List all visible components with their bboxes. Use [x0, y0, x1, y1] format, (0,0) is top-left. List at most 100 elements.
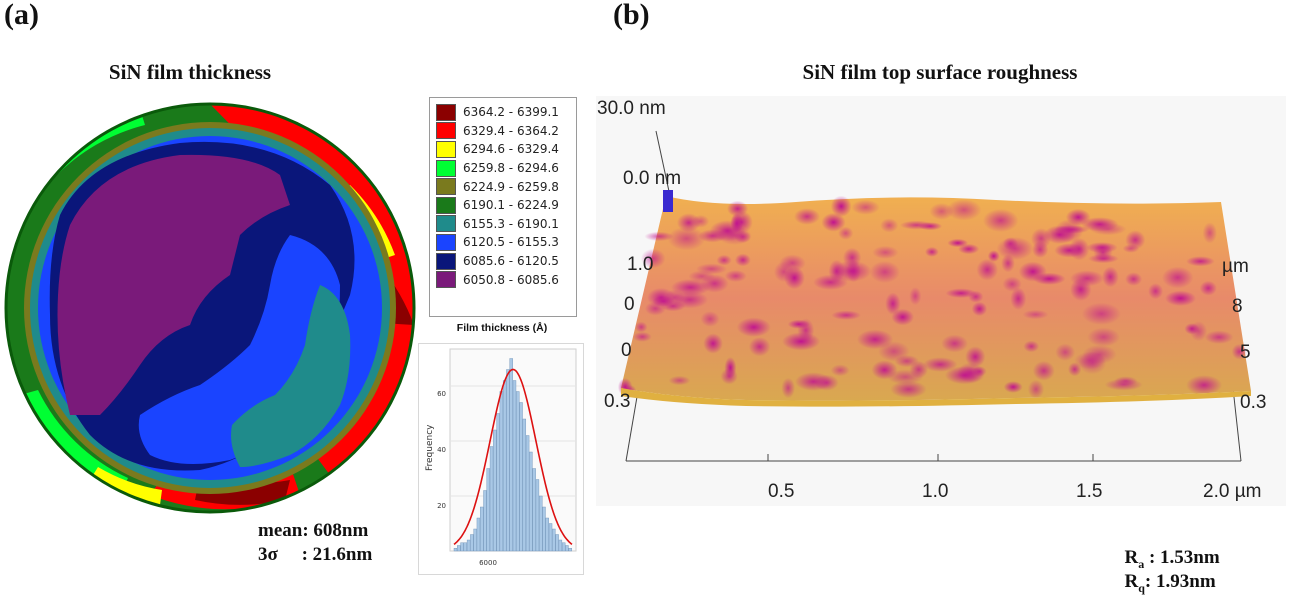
surface-peak — [987, 250, 1000, 262]
surface-peak — [695, 263, 728, 275]
surface-peak — [1003, 381, 1023, 393]
surface-peak — [671, 279, 711, 296]
histogram-bar — [525, 435, 530, 552]
surface-peak — [1231, 343, 1247, 360]
surface-peak — [716, 254, 732, 266]
histogram-bar — [506, 369, 510, 552]
thickness-map-title: SiN film thickness — [108, 60, 272, 84]
panel-b-label: (b) — [613, 0, 650, 31]
surface-peak — [1018, 261, 1047, 282]
left-tick-4: 0.3 — [604, 391, 631, 412]
thickness-3sigma: 3σ : 21.6nm — [258, 544, 373, 565]
surface-peak — [1082, 344, 1117, 364]
surface-peak — [957, 362, 984, 383]
surface-peak — [982, 208, 1019, 233]
legend-item: 6364.2 - 6399.1 — [430, 103, 576, 122]
surface-peak — [1002, 237, 1019, 251]
surface-peak — [634, 321, 648, 333]
surface-peak — [703, 333, 723, 354]
surface-peak — [717, 226, 752, 246]
surface-peak — [1031, 228, 1052, 249]
legend-swatch — [436, 252, 456, 270]
surface-peak — [779, 254, 806, 272]
rq-prefix: R — [1124, 571, 1139, 592]
histogram-bar — [548, 523, 553, 552]
wafer-thickness-map — [4, 102, 416, 514]
surface-peak — [644, 231, 674, 242]
histogram-bar — [473, 528, 477, 552]
surface-peak — [1125, 272, 1143, 286]
histogram-bar — [522, 418, 527, 552]
surface-peak — [727, 200, 749, 217]
surface-peak — [1081, 302, 1121, 325]
surface-peak — [781, 377, 795, 399]
surface-peak — [748, 337, 771, 357]
histogram-ylabel: Frequency — [425, 424, 435, 471]
legend-item: 6120.5 - 6155.3 — [430, 233, 576, 252]
surface-peak — [647, 287, 675, 308]
surface-peak — [1002, 276, 1022, 292]
surface-peak — [1022, 309, 1049, 320]
surface-peak — [720, 368, 738, 385]
surface-peak — [947, 238, 969, 248]
surface-peak — [929, 203, 954, 220]
legend-swatch — [436, 122, 456, 140]
histogram-ytick-40: 40 — [437, 446, 446, 454]
surface-peak — [1204, 330, 1234, 344]
histogram-bar — [483, 490, 487, 552]
surface-peak — [976, 258, 999, 281]
surface-peak — [890, 380, 927, 398]
surface-peak — [782, 332, 821, 351]
histogram-bar — [558, 539, 563, 552]
histogram-bar — [486, 468, 490, 552]
x-tick-1.0: 1.0 — [922, 481, 949, 502]
surface-peak — [1010, 287, 1027, 310]
legend-item: 6259.8 - 6294.6 — [430, 159, 576, 178]
histogram-ytick-20: 20 — [437, 502, 446, 510]
surface-peak — [821, 212, 846, 232]
legend-range: 6294.6 - 6329.4 — [463, 142, 559, 157]
legend-swatch — [436, 196, 456, 214]
surface-peak — [700, 311, 720, 327]
histogram-bar — [453, 548, 458, 552]
histogram-bar — [519, 402, 523, 552]
histogram-bar — [568, 548, 572, 552]
histogram-bar — [561, 542, 566, 552]
surface-peak — [724, 270, 747, 282]
histogram-bar — [499, 391, 504, 552]
surface-peak — [1104, 378, 1143, 391]
histogram-bar — [493, 429, 497, 552]
surface-peak — [784, 266, 805, 290]
thickness-mean: mean: 608nm — [258, 520, 369, 541]
surface-peak — [813, 274, 848, 290]
histogram-bar — [463, 542, 468, 552]
surface-peak — [1102, 266, 1119, 288]
afm-3d-surface — [596, 96, 1286, 506]
surface-peak — [1125, 230, 1146, 250]
thickness-legend: 6364.2 - 6399.1 6329.4 - 6364.2 6294.6 - 6… — [429, 97, 577, 317]
surface-peak — [1055, 343, 1076, 361]
legend-range: 6050.8 - 6085.6 — [463, 272, 559, 287]
histogram-bar — [457, 545, 461, 552]
legend-item: 6085.6 - 6120.5 — [430, 252, 576, 271]
legend-range: 6120.5 - 6155.3 — [463, 235, 559, 250]
surface-peak — [965, 346, 986, 368]
x-tick-2.0: 2.0 µm — [1203, 481, 1262, 502]
legend-item: 6155.3 - 6190.1 — [430, 215, 576, 234]
legend-range: 6085.6 - 6120.5 — [463, 254, 559, 269]
surface-peak — [923, 357, 958, 372]
rq-value: : 1.93nm — [1144, 571, 1216, 592]
legend-swatch — [436, 103, 456, 121]
surface-peak — [909, 287, 922, 306]
surface-peak — [736, 317, 771, 337]
surface-peak — [838, 226, 854, 240]
legend-range: 6155.3 - 6190.1 — [463, 216, 559, 231]
surface-peak — [1054, 243, 1085, 258]
ra-prefix: R — [1124, 547, 1139, 568]
surface-peak — [832, 260, 872, 282]
legend-range: 6190.1 - 6224.9 — [463, 198, 559, 213]
ra-value: : 1.53nm — [1144, 547, 1220, 568]
surface-peak — [869, 261, 900, 283]
left-tick-1: 1.0 — [627, 254, 654, 275]
right-tick-2: 5 — [1240, 342, 1251, 363]
